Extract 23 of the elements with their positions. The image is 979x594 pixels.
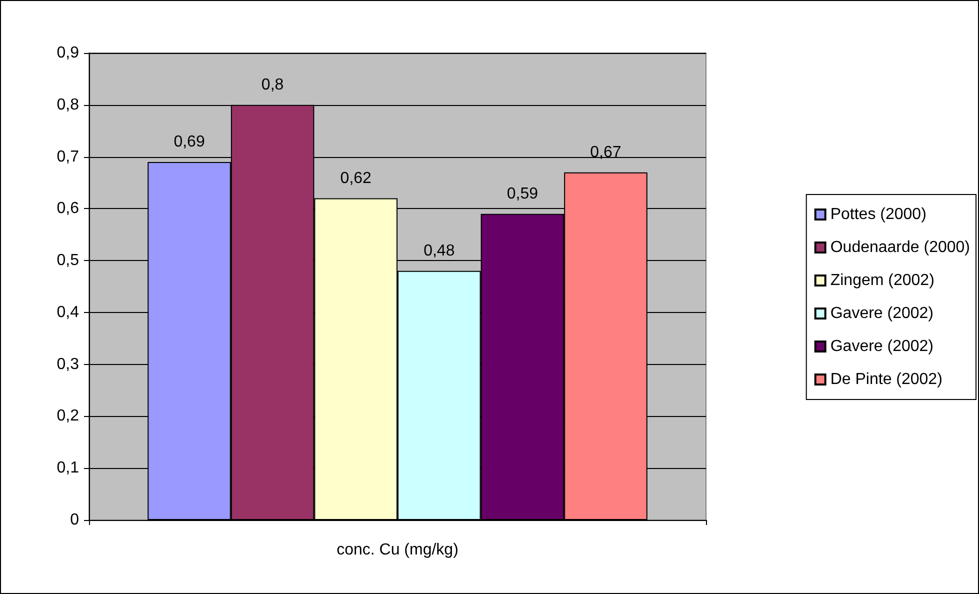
y-tick-label: 0,6 [56,200,80,218]
data-label: 0,59 [506,185,538,202]
y-tick-label: 0,3 [56,356,80,373]
y-tick-label: 0,8 [56,96,80,114]
data-label: 0,67 [590,144,622,161]
y-tick-label: 0,9 [56,44,80,62]
y-tick-label: 0 [70,512,80,528]
y-tick-label: 0,1 [56,460,80,477]
legend-label: De Pinte (2002) [830,371,942,388]
legend-label: Gavere (2002) [830,338,934,355]
data-label: 0,48 [424,242,455,260]
data-label: 0,62 [340,170,372,187]
data-label: 0,8 [261,76,284,94]
legend-label: Gavere (2002) [830,305,934,322]
data-label: 0,69 [174,133,205,150]
x-tick-label: conc. Cu (mg/kg) [336,542,458,558]
y-tick-label: 0,4 [56,304,80,321]
y-tick-label: 0,5 [56,252,80,270]
y-tick-label: 0,2 [56,408,80,425]
y-tick-label: 0,7 [56,148,80,166]
legend-label: Oudenaarde (2000) [830,239,970,256]
legend-label: Zingem (2002) [830,272,934,289]
legend-label: Pottes (2000) [830,206,926,223]
